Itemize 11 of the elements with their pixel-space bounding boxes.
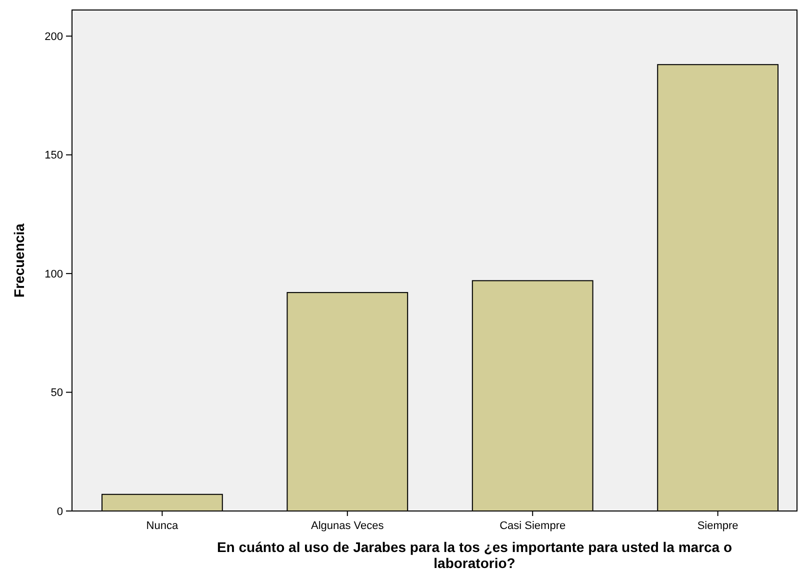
x-axis-title: En cuánto al uso de Jarabes para la tos ¿es importante para usted la marca o laboratorio? [216,539,732,571]
y-tick-label: 0 [56,506,63,518]
y-tick-label: 100 [44,268,63,280]
y-tick-label: 150 [44,150,63,162]
x-tick-label: Casi Siempre [500,520,566,532]
x-tick-label: Siempre [697,520,738,532]
x-tick-label: Algunas Veces [311,520,384,532]
y-tick-label: 50 [50,387,63,400]
y-tick-label: 200 [44,30,63,43]
x-tick-label: Nunca [146,520,179,532]
y-axis-title: Frecuencia [11,223,27,298]
